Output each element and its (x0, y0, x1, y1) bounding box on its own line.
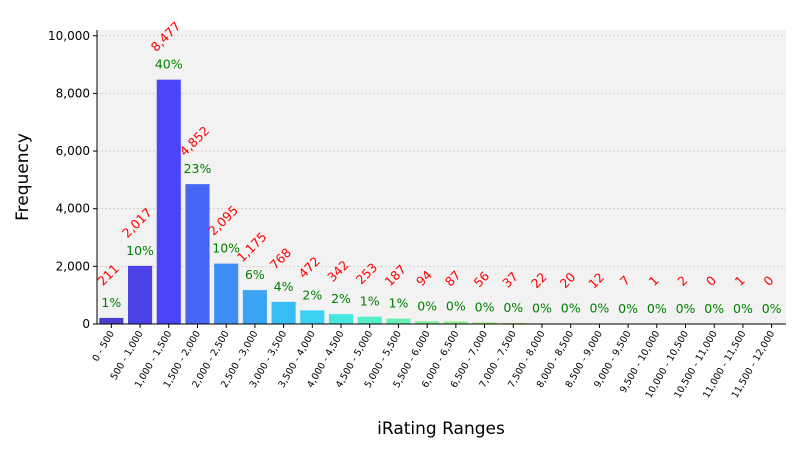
y-tick-label: 2,000 (56, 259, 90, 273)
percent-label: 0% (561, 300, 581, 315)
percent-label: 1% (360, 294, 380, 309)
percent-label: 23% (184, 161, 212, 176)
y-tick-label: 6,000 (56, 144, 90, 158)
bar (99, 317, 124, 324)
y-tick-label: 8,000 (56, 86, 90, 100)
bar (300, 310, 325, 324)
bars (99, 79, 755, 325)
bar (472, 322, 497, 324)
percent-label: 0% (704, 301, 724, 316)
percent-label: 40% (155, 57, 183, 72)
percent-label: 2% (302, 287, 322, 302)
bar (415, 321, 440, 324)
percent-label: 0% (618, 301, 638, 316)
percent-label: 0% (417, 298, 437, 313)
bar (501, 322, 526, 324)
y-axis: 0 2,000 4,000 6,000 8,000 10,000 (48, 29, 98, 331)
x-tick-label: 0 - 500 (91, 329, 117, 364)
percent-label: 0% (503, 300, 523, 315)
percent-label: 0% (446, 298, 466, 313)
percent-label: 10% (126, 243, 154, 258)
percent-label: 1% (389, 296, 409, 311)
y-tick-label: 0 (82, 317, 90, 331)
bar (214, 263, 239, 324)
bar (443, 321, 468, 324)
y-axis-title: Frequency (13, 133, 33, 221)
y-tick-label: 4,000 (56, 202, 90, 216)
percent-label: 0% (762, 301, 782, 316)
percent-label: 0% (475, 299, 495, 314)
y-tick-label: 10,000 (48, 29, 90, 43)
bar (128, 265, 153, 324)
percent-label: 10% (212, 241, 240, 256)
percent-label: 0% (676, 301, 696, 316)
bar (386, 318, 411, 324)
bar (156, 79, 181, 325)
percent-label: 0% (589, 301, 609, 316)
bar (357, 316, 382, 324)
bar (328, 314, 354, 324)
bar (185, 184, 210, 324)
percent-label: 0% (647, 301, 667, 316)
plot-background (97, 30, 786, 324)
percent-label: 4% (274, 279, 294, 294)
x-axis-title: iRating Ranges (377, 419, 505, 439)
percent-label: 6% (245, 267, 265, 282)
bar (242, 290, 267, 324)
percent-label: 1% (101, 295, 121, 310)
percent-label: 0% (733, 301, 753, 316)
percent-label: 0% (532, 300, 552, 315)
bar (271, 301, 296, 324)
percent-label: 2% (331, 291, 351, 306)
